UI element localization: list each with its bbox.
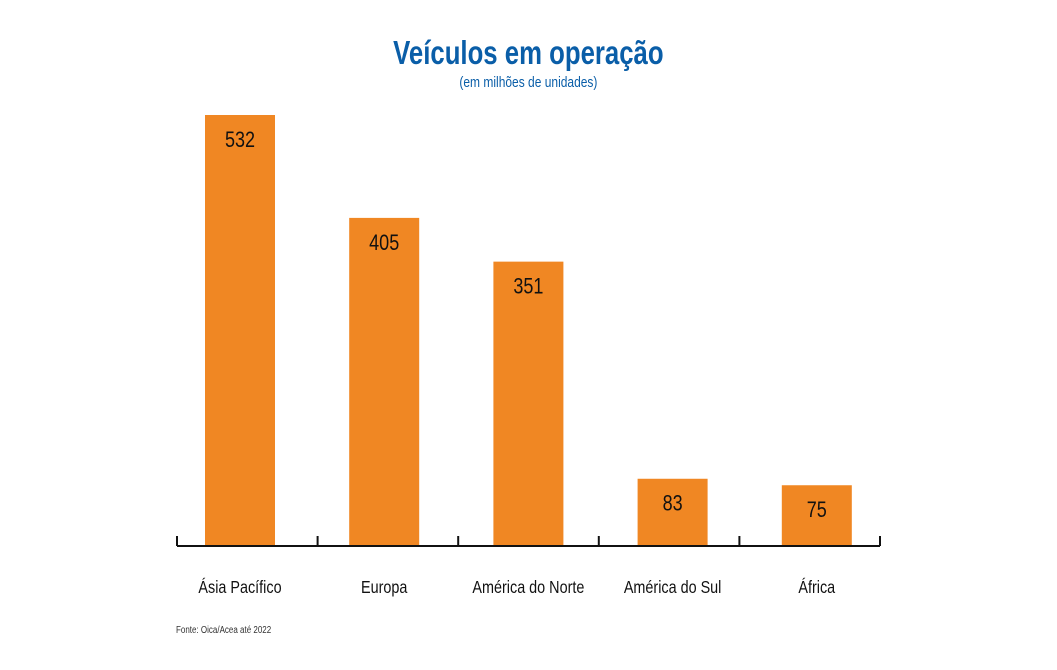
chart-title: Veículos em operação	[393, 34, 664, 71]
chart-subtitle: (em milhões de unidades)	[459, 74, 598, 91]
data-label: 83	[663, 492, 683, 516]
category-label: América do Norte	[472, 578, 584, 598]
category-label: Ásia Pacífico	[198, 576, 281, 597]
data-label: 351	[513, 275, 543, 299]
data-label: 75	[807, 499, 827, 523]
bar	[493, 261, 564, 546]
category-label: Europa	[361, 578, 408, 598]
bar	[637, 478, 708, 546]
data-label: 532	[225, 128, 255, 152]
category-label: América do Sul	[624, 578, 722, 598]
bar	[349, 217, 420, 546]
data-label: 405	[369, 231, 399, 255]
category-label: África	[798, 576, 836, 597]
bar	[205, 115, 275, 546]
bar	[781, 485, 852, 546]
chart-source: Fonte: Oica/Acea até 2022	[176, 625, 272, 636]
